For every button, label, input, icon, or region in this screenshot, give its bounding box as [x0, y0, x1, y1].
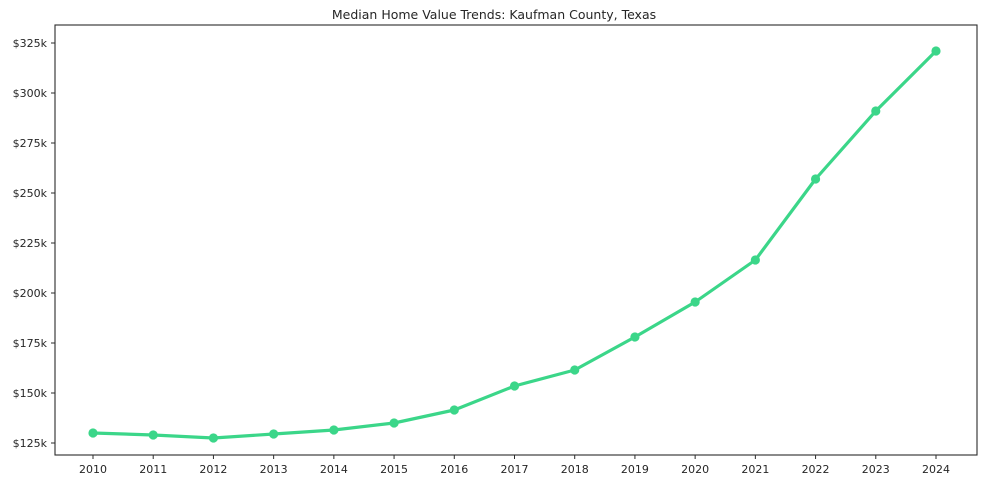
- data-point-marker: [871, 106, 881, 116]
- x-tick-label: 2022: [802, 463, 830, 476]
- data-point-marker: [750, 255, 760, 265]
- x-tick-label: 2017: [501, 463, 529, 476]
- y-tick-label: $300k: [13, 87, 48, 100]
- data-point-marker: [269, 429, 279, 439]
- y-tick-label: $150k: [13, 387, 48, 400]
- x-tick-label: 2015: [380, 463, 408, 476]
- x-tick-label: 2014: [320, 463, 348, 476]
- data-point-marker: [810, 174, 821, 184]
- x-tick-label: 2013: [260, 463, 288, 476]
- x-tick-label: 2010: [79, 463, 107, 476]
- x-tick-label: 2012: [199, 463, 227, 476]
- x-tick-label: 2021: [741, 463, 769, 476]
- data-point-marker: [509, 381, 520, 391]
- chart-title: Median Home Value Trends: Kaufman County…: [332, 7, 656, 22]
- x-axis-ticks: 2010 2011 2012 2013 2014 2015 2016 2017 2018 2019…: [79, 455, 950, 476]
- data-point-marker: [208, 433, 219, 443]
- data-point-marker: [630, 332, 640, 342]
- data-point-marker: [931, 46, 941, 56]
- x-tick-label: 2016: [440, 463, 468, 476]
- data-point-marker: [88, 428, 98, 438]
- data-point-marker: [389, 418, 399, 428]
- data-point-marker: [690, 297, 700, 307]
- y-tick-label: $250k: [13, 187, 48, 200]
- x-tick-label: 2018: [561, 463, 589, 476]
- x-tick-label: 2011: [139, 463, 167, 476]
- plot-border: [54, 24, 978, 456]
- x-tick-label: 2023: [862, 463, 890, 476]
- y-tick-label: $175k: [13, 337, 48, 350]
- y-tick-label: $275k: [13, 137, 48, 150]
- y-axis-ticks: $125k $150k $175k $200k $225k $250k $275k $300k…: [13, 37, 55, 450]
- x-tick-label: 2024: [922, 463, 950, 476]
- x-tick-label: 2020: [681, 463, 709, 476]
- y-tick-label: $225k: [13, 237, 48, 250]
- data-point-marker: [449, 405, 459, 415]
- data-point-marker: [148, 430, 158, 440]
- y-tick-label: $125k: [13, 437, 48, 450]
- x-tick-label: 2019: [621, 463, 649, 476]
- data-series: [88, 46, 941, 443]
- data-point-marker: [570, 365, 580, 375]
- y-tick-label: $325k: [13, 37, 48, 50]
- data-point-marker: [329, 425, 339, 435]
- y-tick-label: $200k: [13, 287, 48, 300]
- trend-line: [91, 49, 938, 440]
